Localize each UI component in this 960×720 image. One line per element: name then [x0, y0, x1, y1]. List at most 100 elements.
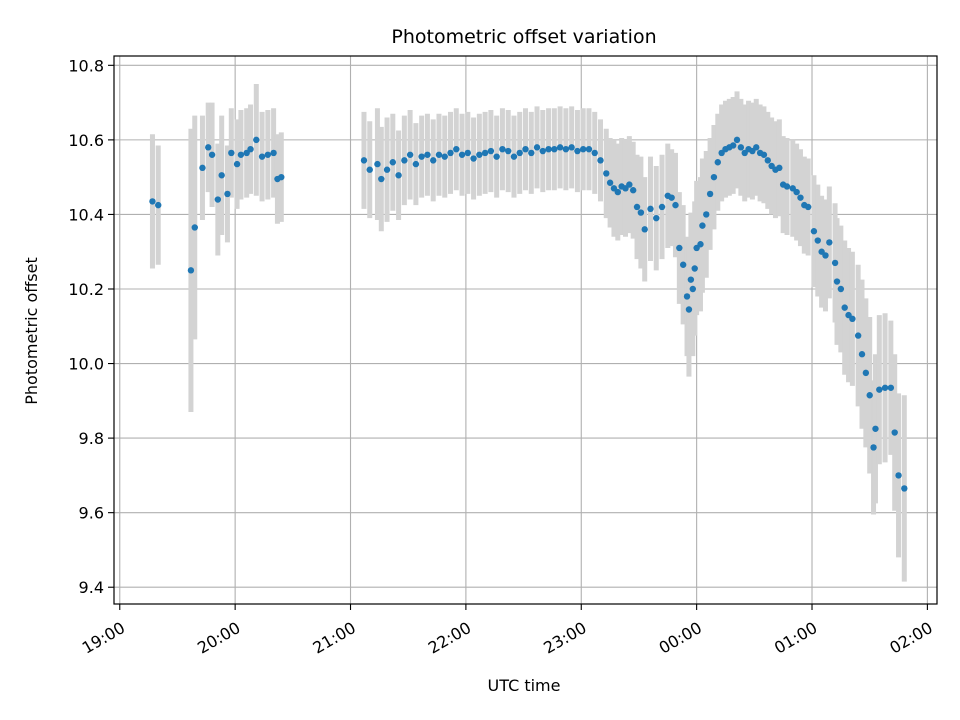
- data-point: [383, 166, 391, 173]
- data-point: [876, 386, 883, 393]
- data-point: [551, 145, 558, 153]
- data-point: [237, 151, 245, 158]
- data-point: [585, 145, 593, 153]
- data-point: [470, 155, 477, 162]
- data-point: [841, 304, 848, 311]
- data-point: [833, 278, 841, 285]
- data-point: [783, 183, 791, 190]
- data-point: [487, 147, 495, 155]
- data-point: [797, 194, 804, 201]
- data-point: [395, 172, 402, 179]
- data-point: [614, 188, 621, 196]
- data-point: [430, 157, 437, 164]
- data-point: [568, 144, 575, 151]
- data-point: [831, 259, 839, 267]
- data-point: [710, 173, 718, 181]
- data-point: [822, 252, 829, 259]
- data-point: [697, 241, 704, 248]
- data-point: [218, 172, 225, 179]
- data-point: [826, 239, 833, 246]
- data-point: [591, 149, 598, 157]
- data-point: [435, 151, 443, 158]
- data-point: [895, 472, 902, 479]
- data-point: [603, 170, 610, 177]
- data-point: [653, 214, 660, 222]
- data-point: [658, 203, 666, 211]
- x-tick-label: 19:00: [79, 618, 128, 658]
- data-point: [447, 149, 454, 157]
- data-point: [556, 144, 564, 151]
- data-point: [378, 175, 385, 183]
- data-point: [872, 425, 879, 432]
- data-points: [149, 136, 908, 492]
- data-point: [753, 144, 760, 151]
- data-point: [516, 149, 523, 157]
- data-point: [691, 265, 698, 272]
- data-point: [412, 160, 420, 168]
- data-point: [504, 147, 512, 155]
- data-point: [453, 145, 460, 153]
- data-point: [539, 147, 547, 155]
- data-point: [270, 149, 277, 157]
- x-tick-label: 00:00: [656, 618, 705, 658]
- data-point: [389, 159, 397, 166]
- y-tick-label: 10.4: [68, 205, 104, 224]
- data-point: [733, 136, 741, 144]
- data-point: [714, 159, 721, 166]
- y-tick-label: 9.8: [79, 429, 104, 448]
- data-point: [706, 190, 714, 198]
- data-point: [901, 485, 908, 492]
- data-point: [683, 293, 691, 300]
- data-point: [562, 145, 570, 153]
- data-point: [476, 151, 483, 158]
- x-tick-label: 02:00: [886, 618, 935, 658]
- data-point: [533, 144, 541, 151]
- x-axis-ticks: 19:00 20:00 21:00 22:00 23:00 00:00 01:00 02:00: [79, 604, 936, 658]
- data-point: [258, 153, 266, 160]
- data-point: [441, 153, 448, 160]
- y-tick-label: 9.6: [79, 504, 104, 523]
- data-point: [149, 198, 156, 205]
- data-point: [366, 166, 373, 173]
- y-axis-ticks: 9.4 9.6 9.8 10.0 10.2 10.4 10.6 10.8: [68, 56, 114, 597]
- data-point: [191, 224, 198, 231]
- data-point: [837, 285, 845, 293]
- data-point: [685, 306, 693, 313]
- data-point: [672, 201, 679, 209]
- data-point: [224, 190, 231, 198]
- data-point: [493, 153, 500, 160]
- data-point: [810, 228, 818, 235]
- y-tick-label: 9.4: [79, 578, 104, 597]
- data-point: [703, 211, 710, 218]
- data-point: [764, 157, 771, 164]
- data-point: [579, 145, 587, 153]
- data-point: [528, 149, 535, 157]
- data-point: [264, 151, 272, 158]
- x-tick-label: 21:00: [309, 618, 358, 658]
- data-point: [699, 222, 706, 229]
- data-point: [849, 315, 856, 323]
- data-point: [233, 160, 241, 168]
- data-point: [574, 147, 581, 155]
- data-point: [689, 285, 696, 293]
- y-axis-label: Photometric offset: [22, 257, 41, 405]
- data-point: [866, 392, 873, 399]
- data-point: [881, 384, 889, 391]
- data-point: [804, 203, 812, 211]
- data-point: [208, 151, 216, 158]
- x-tick-label: 01:00: [771, 618, 820, 658]
- data-point: [626, 181, 633, 188]
- data-point: [214, 196, 222, 203]
- data-point: [155, 201, 162, 209]
- data-point: [545, 145, 552, 153]
- data-point: [862, 369, 870, 377]
- data-point: [464, 149, 472, 157]
- data-point: [597, 157, 604, 164]
- data-point: [858, 351, 866, 358]
- data-point: [458, 151, 466, 158]
- data-point: [247, 145, 254, 153]
- y-tick-label: 10.0: [68, 355, 104, 374]
- x-tick-label: 20:00: [194, 618, 243, 658]
- data-point: [406, 151, 414, 158]
- data-point: [199, 164, 206, 172]
